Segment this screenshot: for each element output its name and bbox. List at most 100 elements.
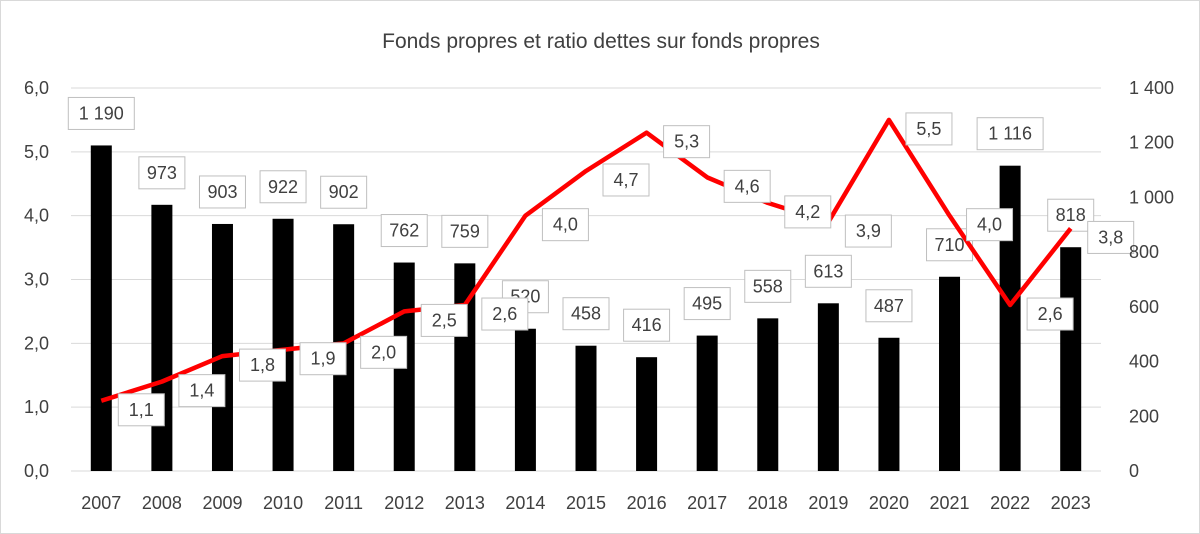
line-data-label: 3,8 <box>1087 220 1135 254</box>
y-right-tick-label: 600 <box>1129 297 1159 317</box>
x-tick-label: 2011 <box>324 493 363 513</box>
x-tick-label: 2022 <box>990 493 1030 513</box>
bar <box>211 223 233 471</box>
bar-data-label-text: 903 <box>207 182 237 202</box>
line-data-label: 5,5 <box>905 112 953 146</box>
line-data-label: 1,8 <box>238 348 286 382</box>
bar-data-label-text: 558 <box>753 276 783 296</box>
line-data-label: 2,5 <box>420 303 468 337</box>
bar-data-label: 922 <box>259 170 307 204</box>
line-data-label-text: 1,1 <box>129 400 154 420</box>
y-left-tick-label: 5,0 <box>24 142 49 162</box>
x-tick-label: 2008 <box>142 493 182 513</box>
x-tick-label: 2019 <box>808 493 848 513</box>
line-data-label-text: 4,2 <box>795 202 820 222</box>
y-right-tick-label: 1 200 <box>1129 133 1174 153</box>
bar-data-label-text: 458 <box>571 304 601 324</box>
line-data-label-text: 1,4 <box>189 381 214 401</box>
line-data-label-text: 4,7 <box>613 170 638 190</box>
y-right-tick-label: 1 000 <box>1129 187 1174 207</box>
bar <box>817 303 839 471</box>
line-data-label-text: 2,6 <box>1038 304 1063 324</box>
bar <box>636 357 658 471</box>
y-left-tick-label: 0,0 <box>24 461 49 481</box>
bar-data-label: 710 <box>926 228 974 262</box>
y-left-tick-label: 6,0 <box>24 78 49 98</box>
bar <box>514 328 536 471</box>
x-tick-label: 2007 <box>81 493 121 513</box>
line-data-label: 1,9 <box>299 342 347 376</box>
bar <box>939 276 961 471</box>
line-data-label: 4,0 <box>541 208 589 242</box>
bar-data-label-text: 1 190 <box>79 103 124 123</box>
line-data-label: 1,1 <box>117 393 165 427</box>
x-tick-label: 2023 <box>1051 493 1091 513</box>
bar-data-label: 762 <box>380 214 428 248</box>
line-data-label: 3,9 <box>844 214 892 248</box>
bar <box>272 218 294 471</box>
line-data-label-text: 2,5 <box>432 310 457 330</box>
line-data-label-text: 2,0 <box>371 342 396 362</box>
bar <box>151 204 173 471</box>
line-data-label-text: 4,0 <box>977 215 1002 235</box>
x-tick-label: 2020 <box>869 493 909 513</box>
line-data-label: 4,2 <box>784 195 832 229</box>
line-data-label: 4,0 <box>966 208 1014 242</box>
y-right-tick-label: 800 <box>1129 242 1159 262</box>
line-data-label-text: 3,9 <box>856 221 881 241</box>
x-tick-label: 2021 <box>930 493 970 513</box>
bar <box>696 335 718 471</box>
line-data-label: 1,4 <box>178 374 226 408</box>
chart-title: Fonds propres et ratio dettes sur fonds … <box>382 30 820 53</box>
line-data-label: 2,6 <box>1026 297 1074 331</box>
x-tick-label: 2018 <box>748 493 788 513</box>
line-data-label-text: 4,0 <box>553 215 578 235</box>
y-left-tick-label: 2,0 <box>24 333 49 353</box>
x-tick-label: 2010 <box>263 493 303 513</box>
bar-data-label: 818 <box>1047 198 1095 232</box>
line-data-label-text: 3,8 <box>1098 227 1123 247</box>
bar-data-label: 613 <box>804 254 852 288</box>
bar <box>757 318 779 471</box>
bar-data-label-text: 973 <box>147 163 177 183</box>
bar-data-label-text: 487 <box>874 296 904 316</box>
line-data-label: 4,7 <box>602 163 650 197</box>
bar <box>999 165 1021 472</box>
bar <box>90 145 112 471</box>
bar-data-label: 458 <box>562 297 610 331</box>
bar-data-label-text: 710 <box>935 235 965 255</box>
bar-data-label-text: 759 <box>450 221 480 241</box>
bar-data-label: 902 <box>320 175 368 209</box>
line-data-label-text: 1,8 <box>250 355 275 375</box>
line-data-label: 2,6 <box>481 297 529 331</box>
bar-data-label-text: 762 <box>389 221 419 241</box>
line-data-label-text: 5,5 <box>916 119 941 139</box>
x-tick-label: 2012 <box>384 493 424 513</box>
bar <box>575 345 597 471</box>
line-data-label: 2,0 <box>360 335 408 369</box>
bar-data-label-text: 495 <box>692 294 722 314</box>
line-data-labels: 1,1 1,4 1,8 1,9 2,0 2,5 2,6 4,0 4,7 5,3 4,6 4,2 3,9 5… <box>117 112 1135 427</box>
x-tick-label: 2017 <box>687 493 727 513</box>
bar-data-label: 487 <box>865 289 913 323</box>
bar-data-label-text: 416 <box>632 315 662 335</box>
bar-data-label-text: 818 <box>1056 205 1086 225</box>
bar-data-label-text: 902 <box>329 182 359 202</box>
x-tick-label: 2016 <box>627 493 667 513</box>
bar-data-label-text: 613 <box>813 261 843 281</box>
bar-data-label-text: 922 <box>268 177 298 197</box>
bar-data-label: 903 <box>198 175 246 209</box>
bar-data-label-text: 1 116 <box>988 124 1032 144</box>
y-left-tick-label: 3,0 <box>24 270 49 290</box>
y-left-tick-label: 1,0 <box>24 397 49 417</box>
line-data-label-text: 1,9 <box>311 349 336 369</box>
bar-data-label: 495 <box>683 287 731 321</box>
bar-data-label: 973 <box>138 156 186 190</box>
line-data-label: 4,6 <box>723 169 771 203</box>
line-data-label-text: 5,3 <box>674 132 699 152</box>
x-tick-label: 2009 <box>202 493 242 513</box>
line-data-label-text: 4,6 <box>735 176 760 196</box>
